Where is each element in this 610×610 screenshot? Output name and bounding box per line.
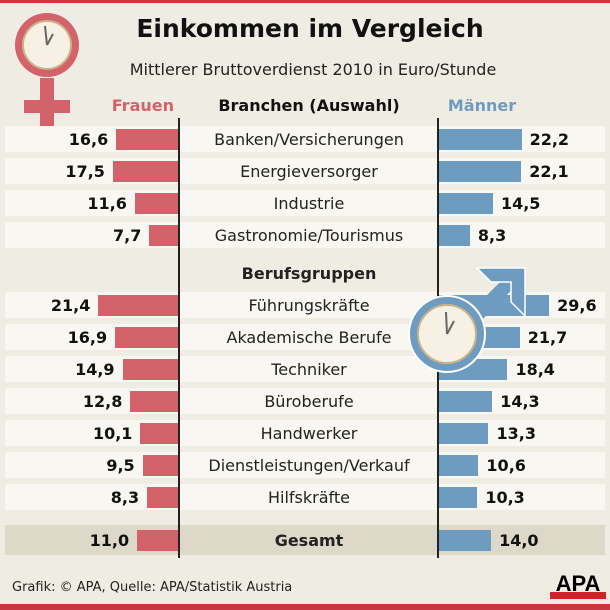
value-frauen: 11,0 <box>89 531 130 550</box>
bottom-rule <box>0 604 610 610</box>
value-maenner: 18,4 <box>515 360 555 379</box>
header-frauen: Frauen <box>111 96 174 115</box>
row-stripe <box>5 190 605 216</box>
value-maenner: 22,1 <box>529 162 569 181</box>
category-label: Energieversorger <box>240 162 378 181</box>
value-frauen: 14,9 <box>75 360 115 379</box>
value-maenner: 10,6 <box>486 456 526 475</box>
row-stripe <box>5 525 605 555</box>
bar-frauen <box>134 193 178 214</box>
value-maenner: 29,6 <box>557 296 597 315</box>
apa-logo: APA <box>550 572 606 599</box>
chart-subtitle: Mittlerer Bruttoverdienst 2010 in Euro/S… <box>129 60 497 79</box>
category-label: Dienstleistungen/Verkauf <box>208 456 410 475</box>
category-label: Akademische Berufe <box>226 328 392 347</box>
bar-frauen <box>116 129 178 150</box>
value-frauen: 9,5 <box>106 456 135 475</box>
header-branchen: Branchen (Auswahl) <box>218 96 400 115</box>
category-label: Techniker <box>271 360 347 379</box>
value-maenner: 13,3 <box>496 424 536 443</box>
value-frauen: 10,1 <box>92 424 133 443</box>
bar-frauen <box>122 359 178 380</box>
value-frauen: 16,9 <box>67 328 108 347</box>
source-footer: Grafik: © APA, Quelle: APA/Statistik Aus… <box>12 580 293 595</box>
value-frauen: 16,6 <box>68 130 109 149</box>
bar-maenner <box>439 530 492 551</box>
bar-frauen <box>112 161 178 182</box>
value-maenner: 10,3 <box>485 488 525 507</box>
bar-maenner <box>439 487 478 508</box>
row-stripe <box>5 388 605 414</box>
row-stripe <box>5 222 605 248</box>
category-label: Industrie <box>273 194 345 213</box>
value-frauen: 8,3 <box>110 488 140 507</box>
male-clock-icon <box>408 267 526 373</box>
value-maenner: 14,0 <box>499 531 539 550</box>
category-label: Gesamt <box>274 531 344 550</box>
bar-frauen <box>115 327 178 348</box>
category-label: Handwerker <box>260 424 358 443</box>
bar-maenner <box>439 161 522 182</box>
header-maenner: Männer <box>447 96 517 115</box>
bar-maenner <box>439 129 522 150</box>
category-label: Gastronomie/Tourismus <box>214 226 404 245</box>
bar-frauen <box>147 487 178 508</box>
value-frauen: 17,5 <box>65 162 105 181</box>
row-stripe <box>5 452 605 478</box>
value-maenner: 14,3 <box>500 392 540 411</box>
bar-frauen <box>142 455 178 476</box>
left-axis-line <box>178 118 180 558</box>
value-maenner: 14,5 <box>500 194 541 213</box>
section-header-berufsgruppen: Berufsgruppen <box>241 264 377 283</box>
value-maenner: 8,3 <box>477 226 507 245</box>
bar-frauen <box>140 423 178 444</box>
top-rule <box>0 0 610 3</box>
value-frauen: 11,6 <box>87 194 127 213</box>
value-frauen: 7,7 <box>113 226 142 245</box>
bar-maenner <box>439 225 470 246</box>
category-label: Büroberufe <box>264 392 354 411</box>
row-stripe <box>5 420 605 446</box>
bar-maenner <box>439 423 489 444</box>
female-clock-icon <box>15 13 79 134</box>
bar-frauen <box>149 225 178 246</box>
value-maenner: 21,7 <box>527 328 568 347</box>
bar-maenner <box>439 455 479 476</box>
category-label: Banken/Versicherungen <box>214 130 404 149</box>
row-stripe <box>5 484 605 510</box>
value-frauen: 21,4 <box>50 296 91 315</box>
value-maenner: 22,2 <box>529 130 570 149</box>
category-label: Führungskräfte <box>248 296 370 315</box>
bar-frauen <box>98 295 178 316</box>
category-label: Hilfskräfte <box>267 488 350 507</box>
bar-frauen <box>137 530 178 551</box>
bar-frauen <box>130 391 178 412</box>
chart-title: Einkommen im Vergleich <box>136 14 484 43</box>
bar-maenner <box>439 391 493 412</box>
bar-maenner <box>439 193 493 214</box>
value-frauen: 12,8 <box>82 392 123 411</box>
